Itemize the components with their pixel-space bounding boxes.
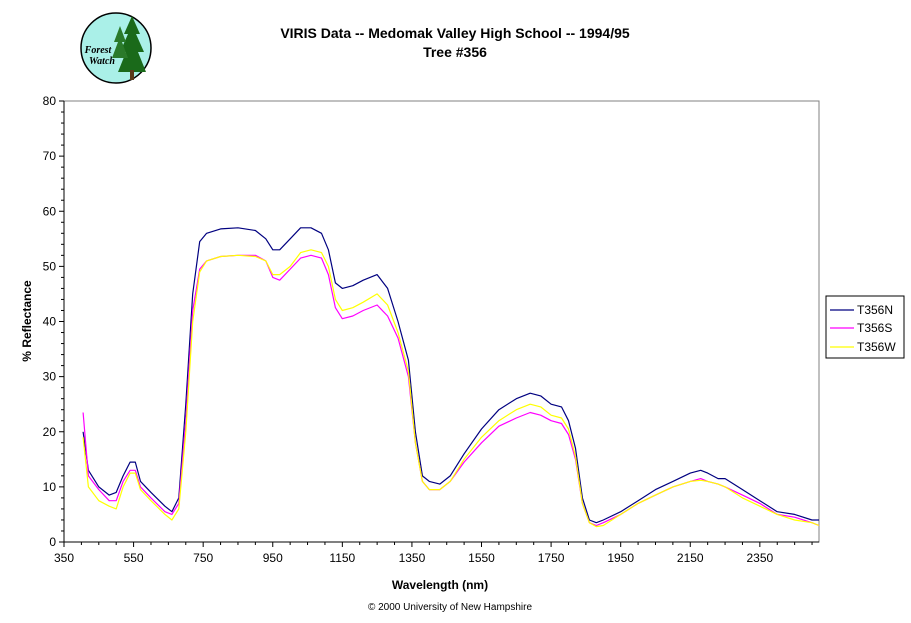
y-tick-label: 0 bbox=[49, 535, 56, 549]
x-tick-label: 350 bbox=[54, 551, 74, 565]
y-tick-label: 70 bbox=[43, 149, 57, 163]
logo-text-line1: Forest bbox=[84, 45, 113, 56]
legend: T356N T356S T356W bbox=[825, 295, 905, 359]
y-tick-label: 20 bbox=[43, 425, 57, 439]
x-tick-label: 750 bbox=[193, 551, 213, 565]
y-tick-label: 40 bbox=[43, 315, 57, 329]
x-tick-label: 950 bbox=[263, 551, 283, 565]
x-tick-label: 2350 bbox=[747, 551, 774, 565]
forest-watch-logo: Forest Watch bbox=[80, 12, 152, 84]
legend-label-t356s: T356S bbox=[857, 321, 892, 335]
copyright-text: © 2000 University of New Hampshire bbox=[368, 602, 533, 613]
legend-label-t356n: T356N bbox=[857, 303, 893, 317]
y-tick-label: 10 bbox=[43, 480, 57, 494]
y-axis-label: % Reflectance bbox=[20, 280, 34, 362]
tree-icon bbox=[112, 16, 146, 80]
x-axis-ticks: 350 550 750 950 1150 1350 1550 1750 1950 2150 2350 bbox=[54, 542, 813, 565]
x-tick-label: 550 bbox=[124, 551, 144, 565]
plot-area bbox=[63, 100, 820, 543]
x-tick-label: 1350 bbox=[399, 551, 426, 565]
series-line-t356n bbox=[82, 227, 819, 524]
series-lines bbox=[82, 227, 820, 528]
legend-label-t356w: T356W bbox=[857, 340, 896, 354]
legend-box bbox=[825, 295, 905, 359]
y-tick-label: 60 bbox=[43, 204, 57, 218]
x-tick-label: 2150 bbox=[677, 551, 704, 565]
logo-text-line2: Watch bbox=[89, 56, 115, 67]
y-tick-label: 80 bbox=[43, 94, 57, 108]
x-axis-label: Wavelength (nm) bbox=[392, 578, 488, 592]
y-axis-ticks: 0 10 20 30 40 50 60 70 80 bbox=[43, 94, 64, 549]
x-tick-label: 1750 bbox=[538, 551, 565, 565]
y-tick-label: 50 bbox=[43, 259, 57, 273]
x-tick-label: 1150 bbox=[329, 551, 355, 565]
chart-subtitle: Tree #356 bbox=[423, 44, 487, 60]
chart-title: VIRIS Data -- Medomak Valley High School… bbox=[280, 25, 630, 41]
x-tick-label: 1550 bbox=[468, 551, 495, 565]
x-tick-label: 1950 bbox=[607, 551, 634, 565]
y-tick-label: 30 bbox=[43, 370, 57, 384]
series-line-t356w bbox=[82, 249, 820, 528]
